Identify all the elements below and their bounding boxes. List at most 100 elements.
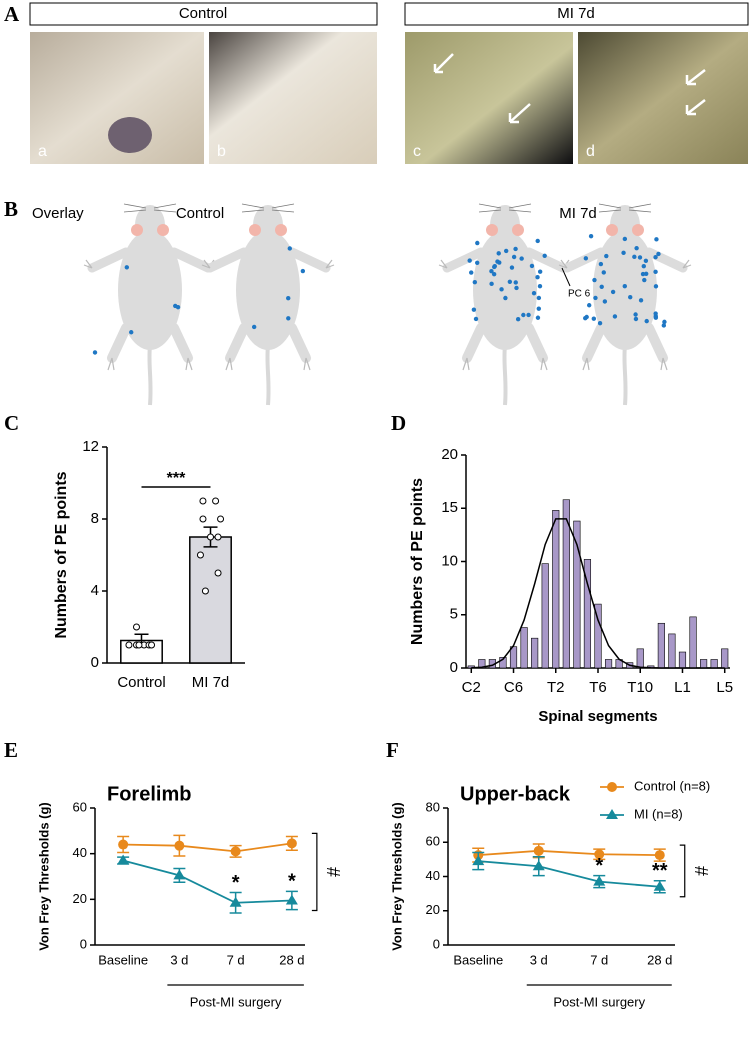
overlay-dot xyxy=(175,304,181,310)
overlay-dot xyxy=(507,279,513,284)
x-tick-label: 3 d xyxy=(530,952,548,967)
mouse-dorsal xyxy=(202,204,334,405)
bar xyxy=(531,637,539,669)
x-tick-label: 7 d xyxy=(590,952,608,967)
x-tick-label: MI 7d xyxy=(192,674,230,691)
x-axis-title: Post-MI surgery xyxy=(553,994,645,1009)
marker xyxy=(532,860,545,871)
mouse-ventral xyxy=(84,204,216,405)
overlay-dot xyxy=(653,269,658,275)
y-tick-label: 0 xyxy=(91,654,99,671)
data-point xyxy=(207,533,214,541)
x-tick-label: 3 d xyxy=(170,952,188,967)
overlay-dot xyxy=(491,271,497,277)
group-label: Control xyxy=(176,205,224,222)
bar xyxy=(678,651,687,669)
overlay-dot xyxy=(601,270,606,275)
group-significance: # xyxy=(691,866,711,876)
annotation: PC 6 xyxy=(568,289,591,300)
marker xyxy=(285,894,298,905)
marker xyxy=(118,839,129,850)
overlay-dot xyxy=(521,312,526,318)
data-point xyxy=(125,641,133,649)
panel-label: B xyxy=(4,197,18,221)
bar xyxy=(583,559,592,669)
legend-marker xyxy=(606,809,618,819)
x-axis-title: Spinal segments xyxy=(538,708,657,725)
chart-title: Forelimb xyxy=(107,783,191,805)
photo-label: b xyxy=(217,143,226,160)
marker xyxy=(653,880,666,891)
data-point xyxy=(199,497,207,505)
y-tick-label: 60 xyxy=(426,834,440,849)
overlay-dot xyxy=(535,275,540,280)
photo-label: d xyxy=(586,143,595,160)
bar xyxy=(668,633,676,669)
x-tick-label: L1 xyxy=(674,679,691,696)
bar xyxy=(604,659,613,669)
overlay-dot xyxy=(604,253,609,259)
overlay-dot xyxy=(644,318,649,324)
y-tick-label: 20 xyxy=(441,446,458,463)
overlay-dot xyxy=(661,323,667,328)
photo-detail xyxy=(108,117,152,153)
overlay-dot xyxy=(286,316,291,321)
legend-marker xyxy=(607,782,617,792)
overlay-dot xyxy=(473,316,479,322)
x-tick-label: Control xyxy=(117,674,165,691)
data-point xyxy=(133,623,140,631)
overlay-dot xyxy=(519,256,524,261)
marker xyxy=(117,854,130,865)
overlay-dot xyxy=(492,264,497,270)
group-box xyxy=(29,2,378,26)
overlay-dot xyxy=(531,290,537,296)
overlay-dot xyxy=(509,265,515,270)
overlay-dot xyxy=(495,259,500,264)
overlay-dot xyxy=(124,265,130,270)
y-axis-title: Von Frey Thresholds (g) xyxy=(36,802,51,951)
overlay-dot xyxy=(588,233,594,239)
overlay-dot xyxy=(537,283,543,289)
overlay-dot xyxy=(251,324,257,330)
bar xyxy=(189,536,232,664)
bar xyxy=(541,563,549,669)
data-point xyxy=(196,551,204,559)
overlay-dot xyxy=(514,285,519,291)
panel-label: C xyxy=(4,411,19,435)
bar xyxy=(721,648,729,669)
overlay-dot xyxy=(622,283,627,289)
overlay-dot xyxy=(475,240,480,246)
x-tick-label: C2 xyxy=(462,679,481,696)
marker xyxy=(230,846,241,857)
bar xyxy=(594,603,602,669)
overlay-dot xyxy=(653,284,659,289)
y-tick-label: 10 xyxy=(441,552,458,569)
overlay-dot xyxy=(129,330,134,335)
data-point xyxy=(199,515,207,523)
bar xyxy=(636,648,644,669)
bar xyxy=(509,646,518,669)
bar xyxy=(562,499,570,669)
overlay-dot xyxy=(622,236,628,242)
overlay-dot xyxy=(653,254,658,260)
y-tick-label: 0 xyxy=(80,936,87,951)
overlay-dot xyxy=(287,246,292,251)
overlay-dot xyxy=(637,255,643,260)
overlay-dot xyxy=(599,284,604,289)
overlay-dot xyxy=(584,314,589,320)
overlay-dot xyxy=(536,306,541,311)
y-axis-title: Numbers of PE points xyxy=(409,478,426,645)
group-significance: # xyxy=(323,867,343,877)
bar xyxy=(573,520,581,669)
panel-label: F xyxy=(386,738,399,762)
bar xyxy=(689,616,697,669)
y-tick-label: 80 xyxy=(426,799,440,814)
x-tick-label: T2 xyxy=(547,679,565,696)
overlay-dot xyxy=(475,260,480,265)
point-overlay xyxy=(92,233,667,355)
overlay-dot xyxy=(513,280,518,285)
marker xyxy=(654,850,665,861)
group-bracket xyxy=(679,844,686,898)
significance-label: * xyxy=(232,872,240,894)
overlay-dot xyxy=(583,256,589,261)
